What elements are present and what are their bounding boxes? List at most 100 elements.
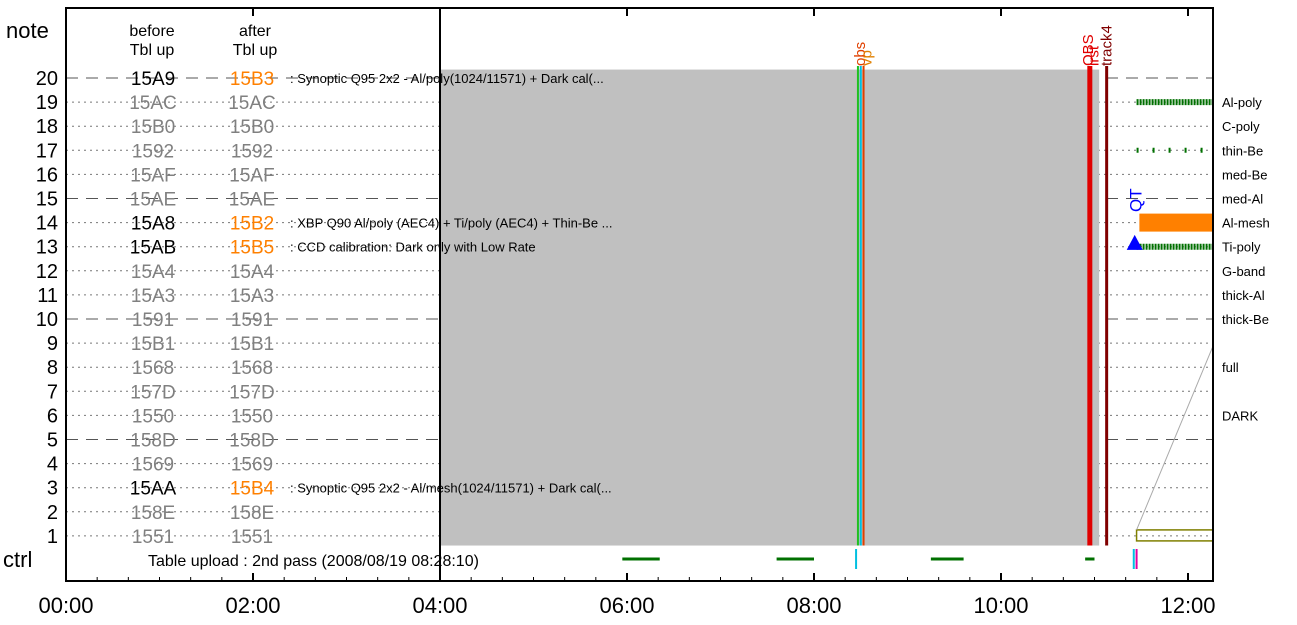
triangle-marker xyxy=(1126,234,1143,250)
ctrl-label: ctrl xyxy=(3,547,32,572)
before-header-line2: Tbl up xyxy=(130,42,175,59)
filter-label: DARK xyxy=(1222,408,1258,423)
row-before-id: 1551 xyxy=(132,527,174,548)
filter-label: med-Al xyxy=(1222,192,1263,207)
x-tick-label: 04:00 xyxy=(412,593,467,618)
row-after-id: 157D xyxy=(229,382,274,403)
row-before-id: 1550 xyxy=(132,406,174,427)
x-tick-label: 02:00 xyxy=(225,593,280,618)
row-before-id: 15B1 xyxy=(131,334,175,355)
row-note-number: 17 xyxy=(36,140,58,162)
grey-time-block xyxy=(440,69,1100,546)
row-note-number: 12 xyxy=(36,261,58,283)
x-tick-label: 12:00 xyxy=(1160,593,1215,618)
row-note-number: 20 xyxy=(36,68,58,90)
row-after-id: 15A3 xyxy=(230,286,274,307)
event-label: OBS xyxy=(1080,34,1097,66)
ctrl-upload-text: Table upload : 2nd pass (2008/08/19 08:2… xyxy=(148,553,479,570)
row-before-id: 1568 xyxy=(132,358,174,379)
filter-exposure-block xyxy=(1139,213,1213,232)
row-after-id: 15B4 xyxy=(230,479,275,500)
row-after-id: 1591 xyxy=(231,310,273,331)
diagonal-trace xyxy=(1136,345,1214,531)
filter-label: C-poly xyxy=(1222,119,1260,134)
filter-label: Al-mesh xyxy=(1222,216,1270,231)
row-before-id: 15AA xyxy=(130,479,177,500)
event-label: obs xyxy=(852,42,869,66)
x-tick-label: 08:00 xyxy=(786,593,841,618)
row-after-id: 1551 xyxy=(231,527,273,548)
after-header-line1: after xyxy=(239,23,272,40)
ctrl-row xyxy=(622,549,1138,569)
row-after-id: 158D xyxy=(229,431,274,452)
filter-label: Ti-poly xyxy=(1222,240,1261,255)
row-after-id: 15AC xyxy=(228,93,276,114)
row-description: : Synoptic Q95 2x2 - Al/poly(1024/11571)… xyxy=(290,71,604,86)
before-header-line1: before xyxy=(129,23,174,40)
filter-label: full xyxy=(1222,360,1239,375)
row-after-id: 15A4 xyxy=(230,262,275,283)
row-labels: 20 15A9 15B3 : Synoptic Q95 2x2 - Al/poly(1… xyxy=(36,68,1270,548)
row-before-id: 15AE xyxy=(130,190,176,211)
row-after-id: 15AE xyxy=(229,190,275,211)
row-note-number: 14 xyxy=(36,213,58,235)
row-before-id: 15A9 xyxy=(131,69,175,90)
row-note-number: 2 xyxy=(47,502,58,524)
filter-label: thin-Be xyxy=(1222,143,1263,158)
event-label: vp xyxy=(858,50,875,66)
row-note-number: 5 xyxy=(47,430,58,452)
filter-label: med-Be xyxy=(1222,167,1268,182)
plot-frame xyxy=(65,7,1214,582)
row-note-number: 13 xyxy=(36,237,58,259)
row-description: : CCD calibration: Dark only with Low Ra… xyxy=(290,240,536,255)
row-before-id: 158E xyxy=(131,503,175,524)
note-header: note xyxy=(6,18,49,43)
row-after-id: 1550 xyxy=(231,406,273,427)
row-before-id: 15AC xyxy=(129,93,177,114)
row-note-number: 19 xyxy=(36,92,58,114)
row-after-id: 15B5 xyxy=(230,238,274,259)
row-note-number: 15 xyxy=(36,189,58,211)
row-before-id: 15A8 xyxy=(131,214,175,235)
row-description: : Synoptic Q95 2x2 - Al/mesh(1024/11571)… xyxy=(290,481,612,496)
event-lines xyxy=(856,66,1109,546)
row-before-id: 1569 xyxy=(132,455,174,476)
filter-label: thick-Be xyxy=(1222,312,1269,327)
row-after-id: 15B2 xyxy=(230,214,274,235)
filter-label: Al-poly xyxy=(1222,95,1262,110)
row-note-number: 11 xyxy=(37,285,58,307)
row-before-id: 15AB xyxy=(130,238,176,259)
row-before-id: 15A4 xyxy=(131,262,176,283)
after-header-line2: Tbl up xyxy=(233,42,278,59)
x-tick-label: 10:00 xyxy=(973,593,1028,618)
filter-marks xyxy=(1126,99,1214,542)
event-label: irst xyxy=(1086,45,1103,66)
row-note-number: 3 xyxy=(47,478,58,500)
row-description: : XBP Q90 Al/poly (AEC4) + Ti/poly (AEC4… xyxy=(290,216,613,231)
row-after-id: 1569 xyxy=(231,455,273,476)
row-note-number: 10 xyxy=(36,309,58,331)
row-note-number: 9 xyxy=(47,333,58,355)
row-note-number: 16 xyxy=(36,164,58,186)
row-after-id: 1568 xyxy=(231,358,273,379)
event-label: track4 xyxy=(1099,25,1116,66)
row-before-id: 158D xyxy=(130,431,175,452)
row-after-id: 15B0 xyxy=(230,117,274,138)
x-tick-label: 00:00 xyxy=(38,593,93,618)
row-before-id: 1591 xyxy=(132,310,174,331)
row-after-id: 1592 xyxy=(231,141,273,162)
row-before-id: 15B0 xyxy=(131,117,175,138)
row-note-number: 7 xyxy=(47,381,58,403)
row-after-id: 15B1 xyxy=(230,334,274,355)
row-after-id: 158E xyxy=(230,503,274,524)
filter-label: G-band xyxy=(1222,264,1265,279)
row-before-id: 1592 xyxy=(132,141,174,162)
row-before-id: 15AF xyxy=(130,165,175,186)
row-after-id: 15B3 xyxy=(230,69,274,90)
row-note-number: 1 xyxy=(47,526,58,548)
row-before-id: 15A3 xyxy=(131,286,175,307)
row-after-id: 15AF xyxy=(229,165,274,186)
row-note-number: 4 xyxy=(47,454,58,476)
